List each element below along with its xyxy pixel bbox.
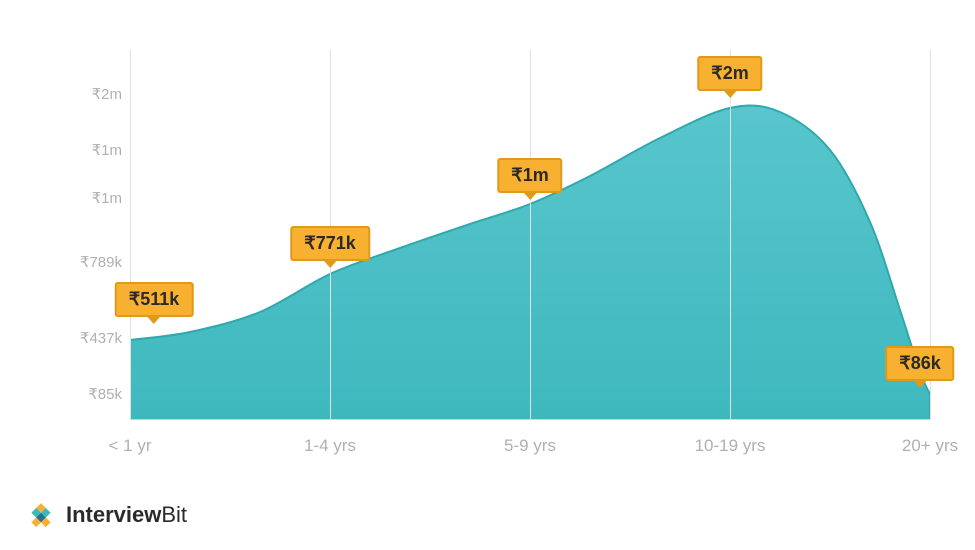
gridline [130,50,131,420]
value-callout: ₹2m [697,56,762,91]
brand-text: InterviewBit [66,502,187,528]
x-tick-label: 20+ yrs [902,436,958,456]
value-callout: ₹86k [885,346,954,381]
x-tick-label: < 1 yr [109,436,152,456]
gridline [730,50,731,420]
logo-icon [24,498,58,532]
x-tick-label: 5-9 yrs [504,436,556,456]
y-tick-label: ₹437k [80,329,122,347]
salary-by-experience-chart: ₹2m₹1m₹1m₹789k₹437k₹85k ₹511k₹771k₹1m₹2m… [60,50,930,450]
y-tick-label: ₹789k [80,253,122,271]
gridline [530,50,531,420]
y-tick-label: ₹1m [92,189,122,207]
brand-bold: Interview [66,502,161,527]
value-callout: ₹511k [115,282,194,317]
brand-logo: InterviewBit [24,498,187,532]
y-axis: ₹2m ₹1m ₹1m ₹789k ₹437k ₹85k [60,50,128,420]
value-callout: ₹1m [497,158,562,193]
brand-light: Bit [161,502,187,527]
plot-area: ₹511k₹771k₹1m₹2m₹86k [130,50,930,420]
x-tick-label: 10-19 yrs [695,436,766,456]
x-tick-label: 1-4 yrs [304,436,356,456]
y-tick-label: ₹2m [92,85,122,103]
value-callout: ₹771k [290,226,370,261]
y-tick-label: ₹85k [88,385,122,403]
y-tick-label: ₹1m [92,141,122,159]
x-axis: < 1 yr1-4 yrs5-9 yrs10-19 yrs20+ yrs [130,436,930,466]
